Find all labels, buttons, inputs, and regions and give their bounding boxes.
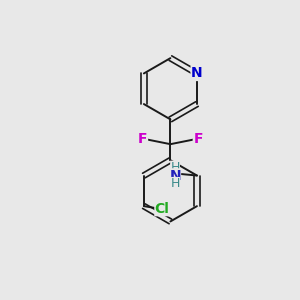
Text: H: H bbox=[170, 177, 180, 190]
Text: H: H bbox=[170, 161, 180, 174]
Text: F: F bbox=[138, 132, 148, 146]
Text: F: F bbox=[194, 132, 203, 146]
Text: N: N bbox=[169, 169, 181, 182]
Text: Cl: Cl bbox=[154, 202, 169, 216]
Text: N: N bbox=[191, 66, 203, 80]
